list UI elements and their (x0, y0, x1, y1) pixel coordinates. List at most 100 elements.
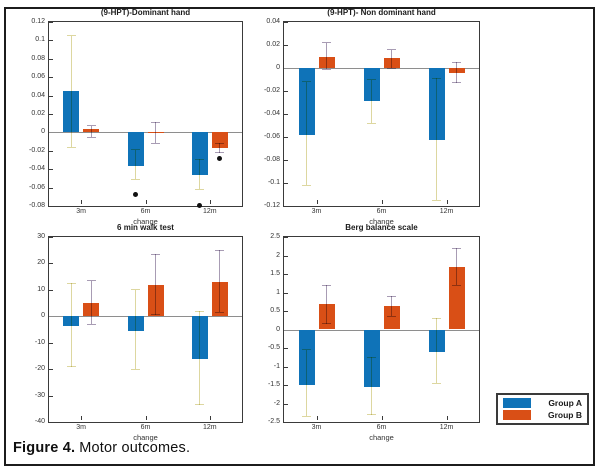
chart-9hpt-non-dominant-hand: (9-HPT)- Non dominant hand change 0.04 0.… (264, 8, 480, 226)
y-tick-mark (49, 58, 53, 60)
y-tick-mark (49, 237, 53, 238)
y-tick-mark (284, 274, 288, 275)
chart-title: (9-HPT)- Non dominant hand (327, 8, 436, 17)
error-bar-line (155, 254, 156, 315)
zero-axis-line (49, 316, 242, 318)
error-bar-cap (215, 152, 225, 154)
error-bar-cap (151, 314, 160, 316)
error-bar-cap (452, 82, 461, 84)
error-bar-line (436, 318, 437, 384)
x-tick-mark (446, 200, 448, 204)
x-axis-label: change (133, 217, 158, 226)
error-bar-line (90, 125, 92, 137)
bar-group-b (448, 266, 465, 330)
bar-group-a (127, 132, 144, 166)
y-tick-label: -0.08 (29, 202, 45, 209)
error-bar-cap (131, 149, 140, 151)
y-tick-mark (284, 422, 288, 423)
error-bar-cap (367, 356, 376, 358)
y-tick-mark (49, 263, 53, 265)
y-tick-label: -2.5 (267, 418, 280, 425)
chart-9hpt-dominant-hand: (9-HPT)-Dominant hand change 0.12 0.1 0.08… (29, 8, 243, 226)
error-bar-cap (322, 323, 331, 325)
y-tick-label: 0.04 (31, 91, 45, 99)
y-tick-mark (49, 369, 53, 371)
error-bar-line (456, 62, 457, 83)
error-bar-cap (387, 49, 396, 51)
x-axis-label: change (133, 433, 158, 442)
chart-title: Berg balance scale (345, 223, 418, 232)
y-tick-mark (49, 169, 53, 171)
y-tick-label: -30 (34, 391, 45, 399)
x-axis-label: change (369, 433, 394, 442)
y-tick-label: 0 (41, 128, 45, 136)
y-tick-mark (49, 422, 53, 423)
y-tick-label: 0.1 (35, 36, 45, 44)
chart-6-min-walk-test: 6 min walk test change 30 20 10 0 -10 -20 -30 -… (35, 223, 243, 442)
y-tick-label: -0.06 (264, 133, 280, 140)
y-tick-label: 1.5 (270, 270, 280, 277)
y-tick-label: 0.5 (270, 307, 280, 314)
legend-row-group-a: Group A (503, 398, 582, 409)
y-tick-mark (284, 160, 288, 161)
y-tick-label: 1 (276, 288, 280, 296)
error-bar-cap (387, 295, 396, 297)
error-bar-cap (195, 404, 205, 406)
error-bar-cap (195, 188, 205, 190)
error-bar-cap (151, 142, 160, 144)
error-bar-cap (432, 382, 441, 384)
y-tick-label: -1 (273, 362, 280, 370)
y-tick-label: 0.02 (266, 41, 280, 48)
error-bar-line (135, 289, 136, 370)
y-tick-label: -0.02 (29, 146, 45, 154)
y-tick-mark (284, 206, 288, 207)
error-bar-cap (367, 414, 376, 416)
x-tick-mark (209, 200, 211, 204)
y-tick-mark (49, 150, 53, 152)
x-tick-label: 12m (203, 424, 217, 431)
x-tick-mark (145, 416, 147, 420)
x-tick-mark (209, 416, 211, 420)
error-bar-cap (66, 146, 76, 148)
x-tick-mark (446, 416, 448, 420)
y-tick-label: 0.02 (31, 110, 45, 117)
bar-group-b (383, 306, 400, 330)
error-bar-line (135, 149, 136, 180)
error-bar-cap (387, 315, 396, 317)
x-tick-mark (316, 416, 318, 420)
y-tick-mark (284, 348, 288, 349)
error-bar-cap (432, 77, 441, 79)
error-bar-cap (86, 323, 96, 325)
error-bar-cap (432, 317, 441, 319)
chart-title: (9-HPT)-Dominant hand (100, 8, 191, 17)
error-bar-line (391, 49, 392, 68)
y-tick-label: -40 (34, 418, 45, 425)
error-bar-line (70, 283, 72, 367)
y-tick-mark (284, 385, 288, 386)
error-bar-cap (86, 280, 96, 282)
error-bar-cap (151, 121, 160, 123)
x-tick-label: 6m (376, 424, 387, 431)
legend-label-group-a: Group A (548, 398, 582, 409)
y-tick-label: -2 (273, 399, 280, 407)
x-tick-mark (81, 200, 83, 204)
y-tick-mark (284, 137, 288, 138)
y-tick-label: -20 (34, 365, 45, 373)
x-tick-label: 3m (76, 208, 87, 215)
error-bar-cap (367, 79, 376, 80)
zero-axis-line (284, 68, 479, 69)
chart-legend: Group A Group B (496, 393, 589, 425)
y-tick-label: 0 (276, 325, 280, 333)
y-tick-label: -0.1 (267, 179, 280, 186)
error-bar-line (219, 250, 221, 313)
y-tick-mark (284, 22, 288, 23)
error-bar-line (371, 357, 372, 415)
x-tick-mark (316, 200, 318, 204)
error-bar-cap (302, 184, 311, 186)
y-tick-mark (284, 403, 288, 405)
bar-group-a (191, 132, 208, 175)
y-tick-label: -0.12 (264, 202, 280, 209)
error-bar-cap (322, 68, 331, 70)
figure-caption-label: Figure 4. (13, 440, 76, 456)
y-tick-mark (49, 395, 53, 397)
